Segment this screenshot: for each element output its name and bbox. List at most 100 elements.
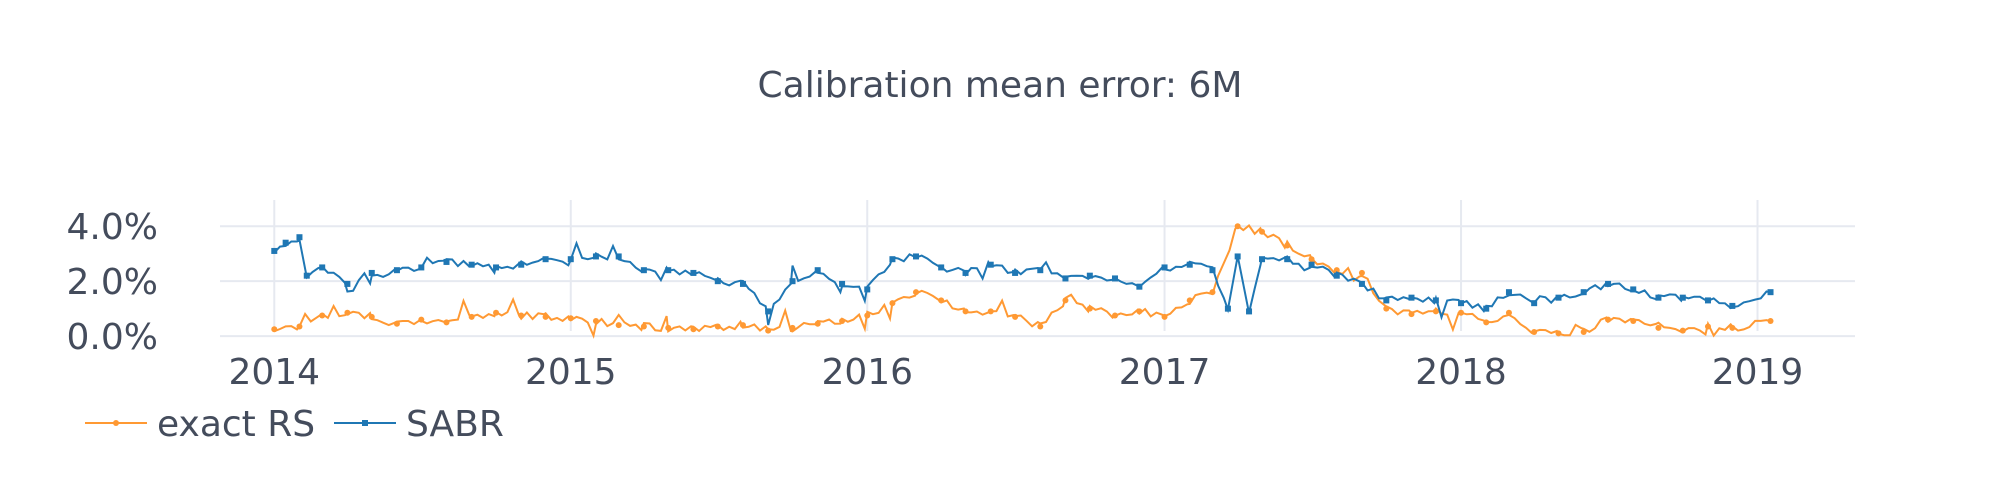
data-point-sabr[interactable] [615, 253, 622, 260]
data-point-exact-rs[interactable] [368, 313, 375, 320]
data-point-sabr[interactable] [1161, 264, 1168, 271]
data-point-sabr[interactable] [1383, 297, 1390, 304]
data-point-exact-rs[interactable] [814, 320, 821, 327]
data-point-exact-rs[interactable] [1704, 323, 1711, 330]
data-point-sabr[interactable] [1358, 280, 1365, 287]
data-point-exact-rs[interactable] [714, 323, 721, 330]
data-point-sabr[interactable] [1580, 289, 1587, 296]
data-point-sabr[interactable] [1209, 267, 1216, 274]
data-point-exact-rs[interactable] [1037, 323, 1044, 330]
data-point-sabr[interactable] [468, 261, 475, 268]
data-point-sabr[interactable] [864, 286, 871, 293]
data-point-sabr[interactable] [1655, 294, 1662, 301]
data-point-sabr[interactable] [592, 253, 599, 260]
data-point-exact-rs[interactable] [1505, 309, 1512, 316]
data-point-exact-rs[interactable] [789, 324, 796, 331]
data-point-sabr[interactable] [1505, 289, 1512, 296]
data-point-exact-rs[interactable] [640, 323, 647, 330]
data-point-sabr[interactable] [1224, 305, 1231, 312]
data-point-exact-rs[interactable] [1408, 311, 1415, 318]
data-point-sabr[interactable] [443, 258, 450, 265]
data-point-exact-rs[interactable] [393, 320, 400, 327]
data-point-exact-rs[interactable] [962, 308, 969, 315]
data-point-exact-rs[interactable] [1012, 313, 1019, 320]
data-point-exact-rs[interactable] [615, 322, 622, 329]
data-point-sabr[interactable] [542, 256, 549, 263]
data-point-exact-rs[interactable] [889, 300, 896, 307]
data-point-exact-rs[interactable] [864, 312, 871, 319]
data-point-exact-rs[interactable] [542, 313, 549, 320]
legend-item-exact-rs[interactable]: exact RS [85, 404, 315, 445]
data-point-exact-rs[interactable] [1432, 308, 1439, 315]
data-point-sabr[interactable] [1112, 275, 1119, 282]
data-point-exact-rs[interactable] [1679, 327, 1686, 334]
data-point-exact-rs[interactable] [493, 309, 500, 316]
data-point-exact-rs[interactable] [518, 312, 525, 319]
data-point-sabr[interactable] [1308, 261, 1315, 268]
data-point-sabr[interactable] [1333, 272, 1340, 279]
data-point-exact-rs[interactable] [1284, 242, 1291, 249]
data-point-exact-rs[interactable] [1630, 318, 1637, 325]
data-point-exact-rs[interactable] [1358, 269, 1365, 276]
legend-item-sabr[interactable]: SABR [334, 404, 504, 445]
data-point-sabr[interactable] [1408, 294, 1415, 301]
data-point-sabr[interactable] [368, 269, 375, 276]
data-point-exact-rs[interactable] [1555, 330, 1562, 337]
data-point-exact-rs[interactable] [1580, 329, 1587, 336]
data-point-sabr[interactable] [493, 264, 500, 271]
data-point-sabr[interactable] [1012, 269, 1019, 276]
data-point-sabr[interactable] [393, 267, 400, 274]
data-point-sabr[interactable] [1246, 308, 1253, 315]
data-point-sabr[interactable] [1432, 297, 1439, 304]
data-point-exact-rs[interactable] [567, 315, 574, 322]
data-point-sabr[interactable] [665, 267, 672, 274]
data-point-sabr[interactable] [1483, 305, 1490, 312]
data-point-sabr[interactable] [839, 280, 846, 287]
data-point-sabr[interactable] [1605, 280, 1612, 287]
data-point-exact-rs[interactable] [1729, 324, 1736, 331]
data-point-sabr[interactable] [271, 247, 278, 254]
data-point-sabr[interactable] [789, 278, 796, 285]
data-point-exact-rs[interactable] [765, 327, 772, 334]
data-point-sabr[interactable] [303, 272, 310, 279]
data-point-sabr[interactable] [938, 264, 945, 271]
data-point-sabr[interactable] [739, 280, 746, 287]
data-point-sabr[interactable] [987, 261, 994, 268]
data-point-exact-rs[interactable] [1234, 223, 1241, 230]
data-point-sabr[interactable] [1679, 294, 1686, 301]
data-point-exact-rs[interactable] [1605, 316, 1612, 323]
series-line-exact-rs[interactable] [273, 224, 1771, 339]
data-point-exact-rs[interactable] [1308, 256, 1315, 263]
data-point-exact-rs[interactable] [1383, 305, 1390, 312]
data-point-exact-rs[interactable] [592, 318, 599, 325]
data-point-sabr[interactable] [1704, 297, 1711, 304]
data-point-sabr[interactable] [889, 256, 896, 263]
data-point-sabr[interactable] [1136, 283, 1143, 290]
data-point-exact-rs[interactable] [987, 308, 994, 315]
data-point-sabr[interactable] [518, 261, 525, 268]
data-point-exact-rs[interactable] [1062, 297, 1069, 304]
data-point-sabr[interactable] [1086, 272, 1093, 279]
data-point-sabr[interactable] [1458, 300, 1465, 307]
data-point-sabr[interactable] [282, 239, 289, 246]
data-point-exact-rs[interactable] [1209, 289, 1216, 296]
data-point-sabr[interactable] [912, 253, 919, 260]
data-point-sabr[interactable] [1186, 261, 1193, 268]
data-point-exact-rs[interactable] [1483, 319, 1490, 326]
data-point-sabr[interactable] [1729, 302, 1736, 309]
data-point-exact-rs[interactable] [1112, 312, 1119, 319]
data-point-exact-rs[interactable] [344, 309, 351, 316]
data-point-sabr[interactable] [714, 278, 721, 285]
data-point-exact-rs[interactable] [1186, 297, 1193, 304]
data-point-sabr[interactable] [296, 234, 303, 241]
data-point-exact-rs[interactable] [418, 316, 425, 323]
data-point-exact-rs[interactable] [912, 289, 919, 296]
data-point-sabr[interactable] [1531, 300, 1538, 307]
data-point-sabr[interactable] [567, 256, 574, 263]
data-point-sabr[interactable] [1555, 294, 1562, 301]
data-point-exact-rs[interactable] [1458, 309, 1465, 316]
data-point-exact-rs[interactable] [1259, 228, 1266, 235]
data-point-sabr[interactable] [1037, 267, 1044, 274]
data-point-exact-rs[interactable] [468, 313, 475, 320]
data-point-exact-rs[interactable] [1161, 313, 1168, 320]
